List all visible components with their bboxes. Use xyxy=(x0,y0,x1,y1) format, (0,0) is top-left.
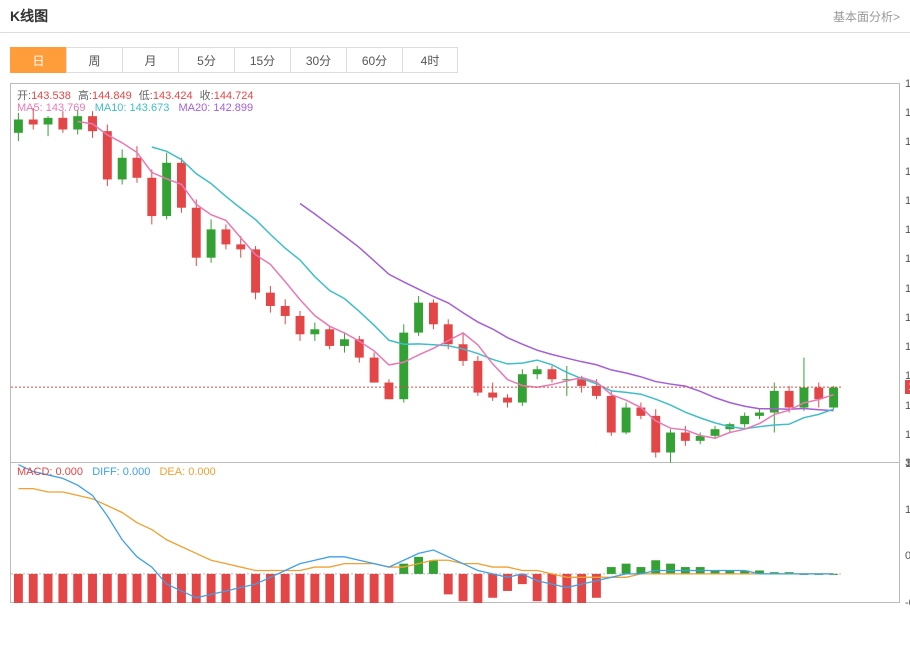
timeframe-tab-2[interactable]: 月 xyxy=(122,47,178,73)
macd-yaxis: 3.2501.8820.515-0.853 xyxy=(899,463,910,602)
macd-readout: MACD: 0.000 DIFF: 0.000 DEA: 0.000 xyxy=(17,466,216,478)
timeframe-tab-5[interactable]: 30分 xyxy=(290,47,346,73)
close-label: 收: xyxy=(200,90,214,102)
fundamental-analysis-link[interactable]: 基本面分析> xyxy=(833,8,900,25)
macd-svg xyxy=(11,463,841,603)
timeframe-tab-7[interactable]: 4时 xyxy=(402,47,458,73)
timeframe-tabs: 日周月5分15分30分60分4时 xyxy=(0,33,910,83)
price-yaxis: 162.932161.176159.420157.665155.909154.1… xyxy=(899,84,910,462)
close-value: 144.724 xyxy=(214,90,254,102)
timeframe-tab-6[interactable]: 60分 xyxy=(346,47,402,73)
price-svg xyxy=(11,84,841,464)
price-chart[interactable]: 开:143.538 高:144.849 低:143.424 收:144.724 … xyxy=(10,83,900,463)
timeframe-tab-3[interactable]: 5分 xyxy=(178,47,234,73)
ma20-label: MA20: 142.899 xyxy=(178,102,253,114)
timeframe-tab-4[interactable]: 15分 xyxy=(234,47,290,73)
ma-readout: MA5: 143.769 MA10: 143.673 MA20: 142.899 xyxy=(17,102,253,114)
ma5-label: MA5: 143.769 xyxy=(17,102,86,114)
open-value: 143.538 xyxy=(31,90,71,102)
ohlc-readout: 开:143.538 高:144.849 低:143.424 收:144.724 xyxy=(17,87,258,103)
current-price-label: 144.724 xyxy=(905,380,910,394)
low-label: 低: xyxy=(139,90,153,102)
macd-label: MACD: 0.000 xyxy=(17,466,83,478)
chart-container: K线图 基本面分析> 日周月5分15分30分60分4时 开:143.538 高:… xyxy=(0,0,910,650)
timeframe-tab-0[interactable]: 日 xyxy=(10,47,66,73)
high-label: 高: xyxy=(78,90,92,102)
diff-label: DIFF: 0.000 xyxy=(92,466,150,478)
macd-chart[interactable]: MACD: 0.000 DIFF: 0.000 DEA: 0.000 3.250… xyxy=(10,463,900,603)
ma10-label: MA10: 143.673 xyxy=(95,102,170,114)
chart-main: 开:143.538 高:144.849 低:143.424 收:144.724 … xyxy=(0,83,910,650)
chart-title: K线图 xyxy=(10,6,48,26)
dea-label: DEA: 0.000 xyxy=(159,466,215,478)
low-value: 143.424 xyxy=(153,90,193,102)
open-label: 开: xyxy=(17,90,31,102)
timeframe-tab-1[interactable]: 周 xyxy=(66,47,122,73)
header: K线图 基本面分析> xyxy=(0,0,910,33)
high-value: 144.849 xyxy=(92,90,132,102)
